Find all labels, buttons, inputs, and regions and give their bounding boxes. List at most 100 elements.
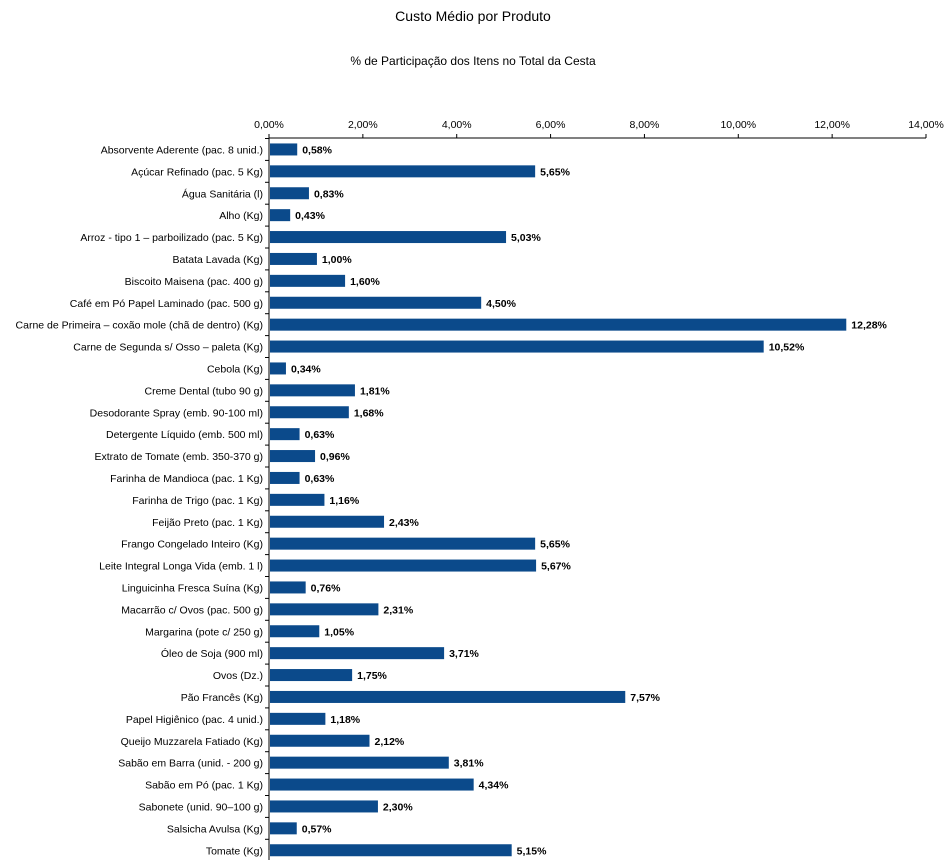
bar bbox=[270, 471, 300, 484]
bar bbox=[270, 252, 317, 265]
x-tick-label: 4,00% bbox=[442, 119, 472, 131]
category-label: Linguicinha Fresca Suína (Kg) bbox=[122, 582, 263, 594]
x-tick-label: 6,00% bbox=[536, 119, 566, 131]
bar bbox=[270, 712, 326, 725]
x-tick-label: 8,00% bbox=[630, 119, 660, 131]
bar bbox=[270, 669, 353, 682]
value-label: 0,57% bbox=[302, 823, 332, 835]
category-label: Café em Pó Papel Laminado (pac. 500 g) bbox=[70, 298, 263, 310]
category-label: Extrato de Tomate (emb. 350-370 g) bbox=[95, 451, 263, 463]
category-label: Óleo de Soja (900 ml) bbox=[161, 647, 263, 660]
category-label: Ovos (Dz.) bbox=[213, 670, 263, 682]
value-label: 5,15% bbox=[517, 845, 547, 857]
bar bbox=[270, 450, 316, 463]
x-tick-label: 2,00% bbox=[348, 119, 378, 131]
category-label: Feijão Preto (pac. 1 Kg) bbox=[152, 517, 263, 529]
category-label: Papel Higiênico (pac. 4 unid.) bbox=[126, 714, 263, 726]
value-label: 0,76% bbox=[311, 582, 341, 594]
category-label: Farinha de Mandioca (pac. 1 Kg) bbox=[110, 473, 263, 485]
category-label: Margarina (pote c/ 250 g) bbox=[145, 626, 263, 638]
bar bbox=[270, 340, 764, 353]
bar bbox=[270, 800, 378, 813]
bar bbox=[270, 318, 847, 331]
value-label: 2,43% bbox=[389, 517, 419, 529]
value-label: 1,18% bbox=[330, 714, 360, 726]
value-label: 3,81% bbox=[454, 758, 484, 770]
bar bbox=[270, 581, 306, 594]
bar bbox=[270, 296, 482, 309]
value-label: 5,65% bbox=[540, 539, 570, 551]
value-label: 10,52% bbox=[769, 342, 805, 354]
value-label: 5,03% bbox=[511, 232, 541, 244]
category-label: Detergente Líquido (emb. 500 ml) bbox=[106, 429, 263, 441]
bar bbox=[270, 647, 445, 660]
bar bbox=[270, 428, 300, 441]
bar bbox=[270, 537, 536, 550]
category-label: Açúcar Refinado (pac. 5 Kg) bbox=[131, 166, 263, 178]
value-label: 1,60% bbox=[350, 276, 380, 288]
bar bbox=[270, 690, 626, 703]
category-label: Água Sanitária (l) bbox=[182, 187, 263, 200]
value-label: 0,63% bbox=[305, 429, 335, 441]
category-label: Sabão em Barra (unid. - 200 g) bbox=[118, 758, 263, 770]
value-label: 1,00% bbox=[322, 254, 352, 266]
category-label: Farinha de Trigo (pac. 1 Kg) bbox=[132, 495, 263, 507]
value-label: 0,58% bbox=[302, 144, 332, 156]
bar bbox=[270, 209, 291, 222]
category-label: Macarrão c/ Ovos (pac. 500 g) bbox=[121, 604, 263, 616]
bar bbox=[270, 143, 298, 156]
category-label: Cebola (Kg) bbox=[207, 363, 263, 375]
value-label: 2,31% bbox=[383, 604, 413, 616]
x-tick-label: 14,00% bbox=[908, 119, 944, 131]
bar bbox=[270, 384, 355, 397]
value-label: 0,63% bbox=[305, 473, 335, 485]
bar bbox=[270, 515, 385, 528]
category-label: Pão Francês (Kg) bbox=[181, 692, 263, 704]
value-label: 4,50% bbox=[486, 298, 516, 310]
value-label: 5,65% bbox=[540, 166, 570, 178]
value-label: 0,43% bbox=[295, 210, 325, 222]
bar bbox=[270, 778, 474, 791]
value-label: 2,12% bbox=[374, 736, 404, 748]
value-label: 0,34% bbox=[291, 363, 321, 375]
bar bbox=[270, 756, 449, 769]
category-label: Frango Congelado Inteiro (Kg) bbox=[121, 539, 263, 551]
x-tick-label: 10,00% bbox=[720, 119, 756, 131]
value-label: 0,96% bbox=[320, 451, 350, 463]
bar bbox=[270, 559, 537, 572]
category-label: Carne de Segunda s/ Osso – paleta (Kg) bbox=[73, 342, 263, 354]
value-label: 1,05% bbox=[324, 626, 354, 638]
category-label: Sabão em Pó (pac. 1 Kg) bbox=[145, 780, 263, 792]
bar bbox=[270, 734, 370, 747]
bar bbox=[270, 493, 325, 506]
category-label: Arroz - tipo 1 – parboilizado (pac. 5 Kg… bbox=[80, 232, 263, 244]
value-label: 7,57% bbox=[630, 692, 660, 704]
value-label: 12,28% bbox=[851, 320, 887, 332]
chart-title: Custo Médio por Produto bbox=[395, 8, 551, 24]
x-tick-label: 12,00% bbox=[814, 119, 850, 131]
category-label: Carne de Primeira – coxão mole (chã de d… bbox=[16, 320, 263, 332]
value-label: 1,81% bbox=[360, 385, 390, 397]
category-label: Desodorante Spray (emb. 90-100 ml) bbox=[90, 407, 263, 419]
value-label: 3,71% bbox=[449, 648, 479, 660]
bar bbox=[270, 603, 379, 616]
category-label: Queijo Muzzarela Fatiado (Kg) bbox=[121, 736, 263, 748]
category-label: Tomate (Kg) bbox=[206, 845, 263, 857]
value-label: 2,30% bbox=[383, 801, 413, 813]
bar bbox=[270, 844, 512, 857]
category-label: Creme Dental (tubo 90 g) bbox=[145, 385, 263, 397]
bar bbox=[270, 362, 286, 375]
category-label: Leite Integral Longa Vida (emb. 1 l) bbox=[99, 561, 263, 573]
bar bbox=[270, 231, 507, 244]
chart-subtitle: % de Participação dos Itens no Total da … bbox=[350, 54, 596, 68]
bar bbox=[270, 406, 349, 419]
bar bbox=[270, 274, 346, 287]
category-label: Batata Lavada (Kg) bbox=[173, 254, 263, 266]
bar bbox=[270, 625, 320, 638]
bar bbox=[270, 187, 309, 200]
value-label: 4,34% bbox=[479, 780, 509, 792]
category-label: Sabonete (unid. 90–100 g) bbox=[139, 801, 263, 813]
bar bbox=[270, 822, 297, 835]
bar bbox=[270, 165, 536, 178]
